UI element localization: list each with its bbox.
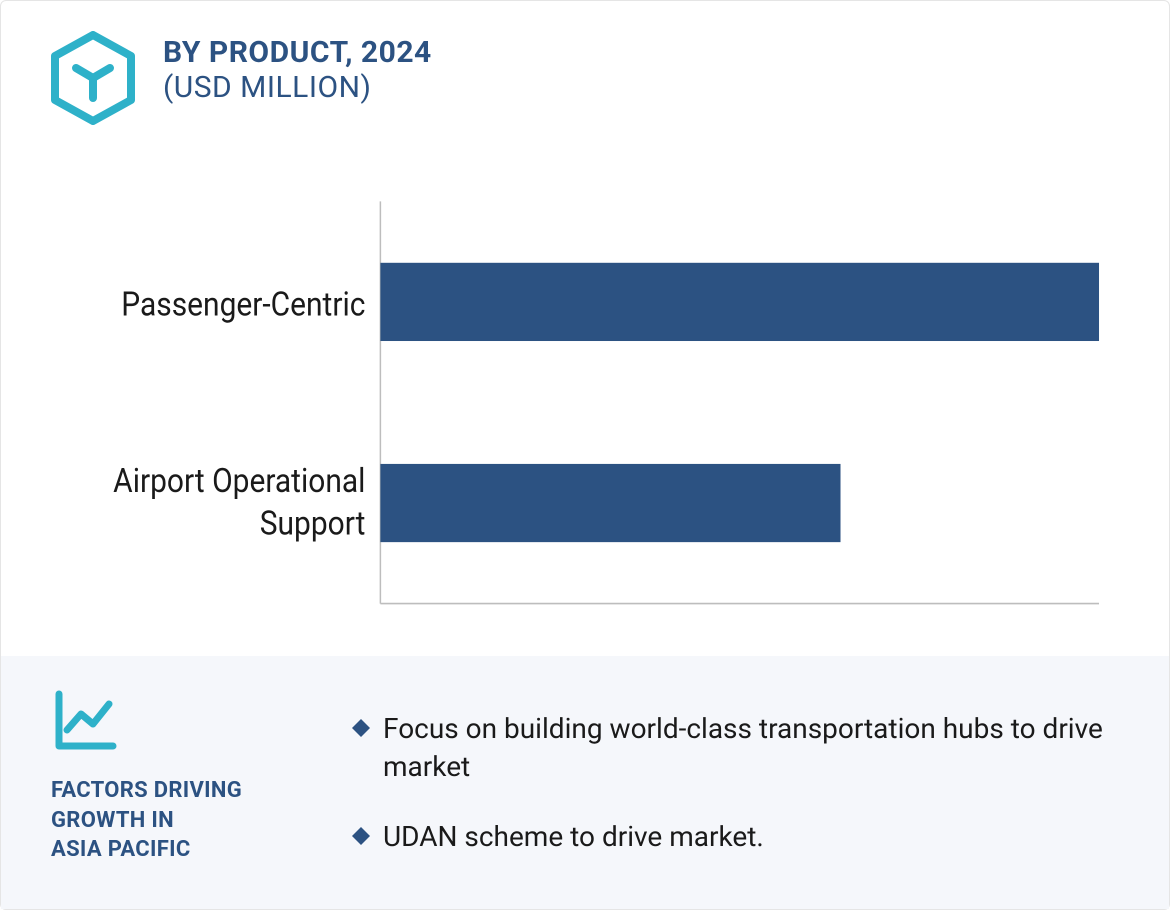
bar-label-1-line2: Support — [260, 504, 366, 543]
header-text-block: BY PRODUCT, 2024 (USD MILLION) — [163, 31, 432, 105]
factor-item-1: UDAN scheme to drive market. — [351, 818, 1119, 856]
factors-heading-l1: FACTORS DRIVING — [51, 778, 242, 803]
factors-heading-l2: GROWTH IN — [51, 808, 174, 833]
bar-airport-operational-support — [380, 464, 840, 542]
factors-heading-l3: ASIA PACIFIC — [51, 837, 191, 862]
bar-label-1-line1: Airport Operational — [113, 461, 365, 500]
factors-heading: FACTORS DRIVING GROWTH IN ASIA PACIFIC — [51, 776, 311, 865]
infographic-card: BY PRODUCT, 2024 (USD MILLION) Passenger… — [0, 0, 1170, 910]
factor-text-1: UDAN scheme to drive market. — [383, 818, 764, 856]
factors-list: Focus on building world-class transporta… — [351, 690, 1119, 865]
factor-item-0: Focus on building world-class transporta… — [351, 710, 1119, 786]
diamond-bullet-icon — [351, 826, 371, 846]
chart-subtitle: (USD MILLION) — [163, 70, 432, 105]
factors-panel: FACTORS DRIVING GROWTH IN ASIA PACIFIC F… — [1, 656, 1169, 909]
factors-left-column: FACTORS DRIVING GROWTH IN ASIA PACIFIC — [51, 690, 311, 865]
bar-chart: Passenger-Centric Airport Operational Su… — [1, 139, 1169, 656]
card-header: BY PRODUCT, 2024 (USD MILLION) — [1, 1, 1169, 139]
hex-cube-icon — [51, 31, 135, 129]
bar-label-0: Passenger-Centric — [121, 285, 365, 324]
bar-passenger-centric — [380, 263, 1099, 341]
growth-chart-icon — [51, 690, 311, 758]
diamond-bullet-icon — [351, 718, 371, 738]
factor-text-0: Focus on building world-class transporta… — [383, 710, 1119, 786]
chart-title: BY PRODUCT, 2024 — [163, 35, 432, 70]
